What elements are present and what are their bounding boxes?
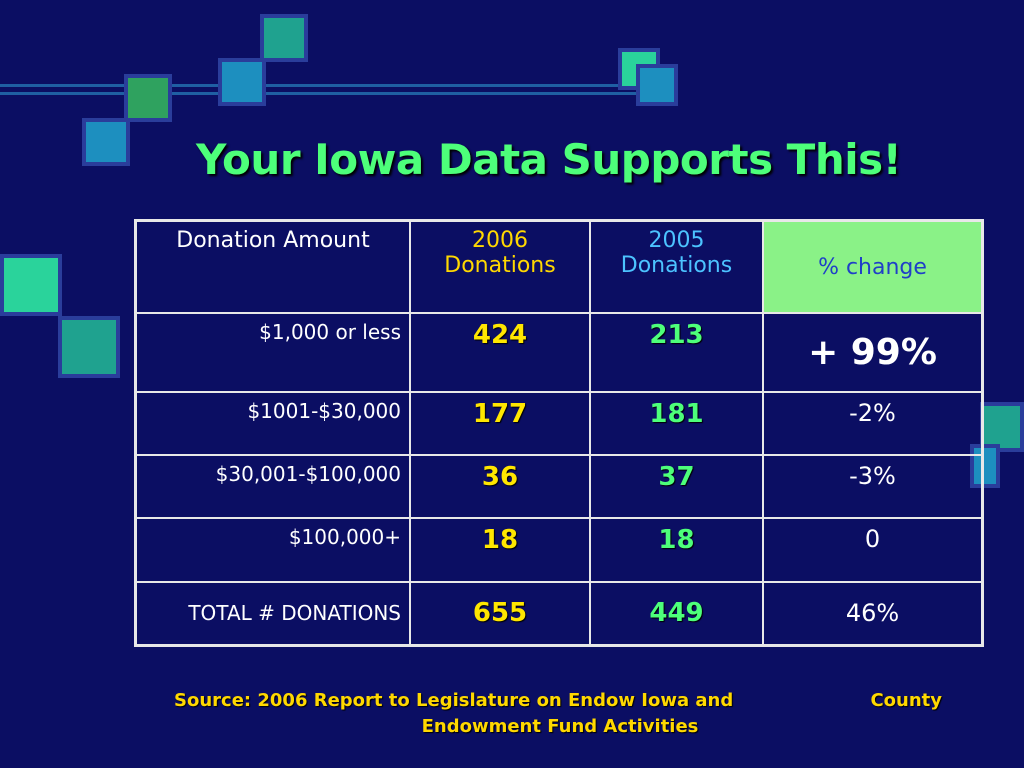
cell-amount: $1001-$30,000 xyxy=(134,391,411,457)
cell-2005: 181 xyxy=(589,391,764,457)
cell-percent-change: 46% xyxy=(762,580,984,647)
source-line-2: Endowment Fund Activities xyxy=(421,716,699,737)
cell-2006: 177 xyxy=(409,391,591,457)
cell-percent-change: + 99% xyxy=(762,312,984,394)
cell-amount: $1,000 or less xyxy=(134,312,411,394)
source-line-1: Source: 2006 Report to Legislature on En… xyxy=(160,688,960,714)
decor-square xyxy=(636,64,678,106)
source-text-county: County xyxy=(870,690,942,711)
cell-percent-change: 0 xyxy=(762,517,984,583)
cell-2006: 655 xyxy=(409,580,591,647)
cell-amount: $30,001-$100,000 xyxy=(134,454,411,520)
cell-2006: 424 xyxy=(409,312,591,394)
decor-square xyxy=(82,118,130,166)
table-row: $100,000+ 18 18 0 xyxy=(134,517,984,583)
cell-2005: 213 xyxy=(589,312,764,394)
cell-2006: 36 xyxy=(409,454,591,520)
donations-table: Donation Amount 2006 Donations 2005 Dona… xyxy=(134,219,984,647)
header-2006-donations: 2006 Donations xyxy=(409,219,591,315)
source-text: Source: 2006 Report to Legislature on En… xyxy=(174,690,734,711)
table-header-row: Donation Amount 2006 Donations 2005 Dona… xyxy=(134,219,984,315)
decor-square xyxy=(218,58,266,106)
cell-amount: $100,000+ xyxy=(134,517,411,583)
source-note: Source: 2006 Report to Legislature on En… xyxy=(160,688,960,740)
header-percent-change: % change xyxy=(762,219,984,315)
decor-square xyxy=(0,254,62,316)
decor-line-top xyxy=(0,84,660,87)
cell-2005: 18 xyxy=(589,517,764,583)
table-row: $1,000 or less 424 213 + 99% xyxy=(134,312,984,394)
cell-2006: 18 xyxy=(409,517,591,583)
table-row-total: TOTAL # DONATIONS 655 449 46% xyxy=(134,580,984,647)
cell-2005: 449 xyxy=(589,580,764,647)
cell-percent-change: -2% xyxy=(762,391,984,457)
cell-percent-change: -3% xyxy=(762,454,984,520)
slide-title: Your Iowa Data Supports This! xyxy=(196,135,902,184)
decor-square xyxy=(58,316,120,378)
decor-line-top-2 xyxy=(0,92,660,95)
header-donation-amount: Donation Amount xyxy=(134,219,411,315)
table-row: $1001-$30,000 177 181 -2% xyxy=(134,391,984,457)
header-2005-donations: 2005 Donations xyxy=(589,219,764,315)
decor-square xyxy=(260,14,308,62)
cell-amount: TOTAL # DONATIONS xyxy=(134,580,411,647)
decor-square xyxy=(124,74,172,122)
cell-2005: 37 xyxy=(589,454,764,520)
table-row: $30,001-$100,000 36 37 -3% xyxy=(134,454,984,520)
